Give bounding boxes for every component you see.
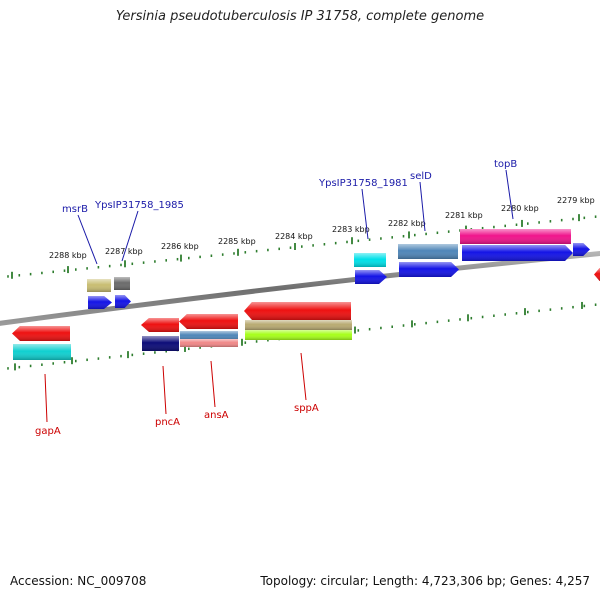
gene-topB-cds: [462, 245, 573, 261]
gene-gapA-cds: [12, 326, 70, 341]
tick-label: 2286 kbp: [161, 242, 199, 251]
tick-label: 2284 kbp: [275, 232, 313, 241]
gene-msrB-cds: [88, 296, 112, 309]
gene-sppA-cog-b: [245, 330, 352, 340]
gene-selD-cog: [398, 244, 458, 259]
gene-msrB-cog: [87, 279, 111, 292]
gene-gapA-cog: [13, 344, 71, 360]
leader-line: [162, 365, 167, 415]
gene-pncA-cog: [142, 336, 179, 351]
leader-line: [419, 181, 426, 232]
gene-YpsIP31758_1981-cog: [354, 253, 386, 267]
gene-label-YpsIP31758_1985: YpsIP31758_1985: [94, 200, 184, 211]
map-title: Yersinia pseudotuberculosis IP 31758, co…: [115, 9, 485, 24]
genome-backbone: [0, 250, 600, 326]
tick-label: 2283 kbp: [332, 225, 370, 234]
gene-sppA-cds: [244, 302, 351, 320]
gene-label-msrB: msrB: [62, 204, 88, 215]
gene-ansA-cds: [179, 314, 238, 329]
leader-line: [210, 360, 216, 408]
tick-label: 2287 kbp: [105, 247, 143, 256]
tick-label: 2288 kbp: [49, 251, 87, 260]
tick-label: 2282 kbp: [388, 219, 426, 228]
leader-line: [44, 373, 48, 423]
leader-line: [300, 352, 307, 401]
gene-YpsIP31758_1985-cds: [115, 295, 131, 308]
tick-label: 2281 kbp: [445, 211, 483, 220]
gene-YpsIP31758_1985-cog: [114, 277, 130, 290]
gene-ansA-cog-b: [180, 339, 238, 347]
gene-label-gapA: gapA: [35, 426, 61, 437]
gene-label-selD: selD: [410, 171, 432, 182]
features: [12, 229, 600, 360]
gene-pncA-cds: [141, 318, 179, 332]
topology-text: Topology: circular; Length: 4,723,306 bp…: [260, 574, 590, 588]
tick-label: 2280 kbp: [501, 204, 539, 213]
tick-label: 2285 kbp: [218, 237, 256, 246]
leader-line: [505, 169, 514, 220]
gene-label-pncA: pncA: [155, 417, 180, 428]
gene-YpsIP31758_1981-cds: [355, 270, 387, 284]
gene-topB-cog: [460, 229, 571, 244]
accession-text: Accession: NC_009708: [10, 574, 147, 588]
gene-label-sppA: sppA: [294, 403, 319, 414]
tick-labels: 2288 kbp 2287 kbp 2286 kbp 2285 kbp 2284 kbp…: [49, 196, 595, 260]
leader-line: [361, 188, 369, 240]
leader-line: [121, 210, 139, 262]
gene-label-topB: topB: [494, 159, 517, 170]
tick-label: 2279 kbp: [557, 196, 595, 205]
gene-small-right-cds: [573, 243, 590, 256]
gene-label-ansA: ansA: [204, 410, 229, 421]
gene-edge-right-cds: [594, 268, 600, 281]
gene-sppA-cog-a: [245, 320, 352, 330]
gene-selD-cds: [399, 262, 459, 277]
gene-label-YpsIP31758_1981: YpsIP31758_1981: [318, 178, 408, 189]
gene-ansA-cog-a: [180, 331, 238, 340]
tick-track-outer: [7, 214, 597, 279]
leader-line: [77, 214, 98, 265]
